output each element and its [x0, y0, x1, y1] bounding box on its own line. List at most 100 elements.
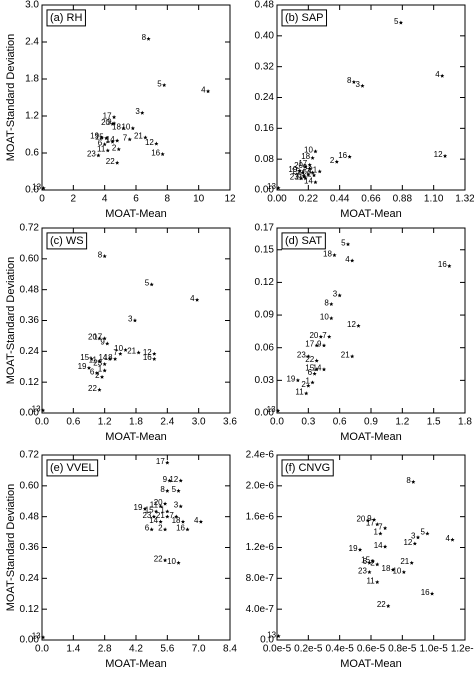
x-tick-label: 0.6e-5 — [357, 644, 386, 655]
point-label: 16 — [151, 148, 160, 157]
point-label: 12 — [143, 348, 152, 357]
point — [116, 147, 121, 152]
point-label: 20 — [309, 331, 318, 340]
point — [350, 354, 355, 359]
x-tick-label: 1.2 — [395, 417, 409, 428]
point — [160, 152, 165, 157]
point-label: 13 — [267, 630, 276, 639]
point — [143, 135, 148, 140]
point — [130, 126, 135, 131]
panel-title: (d) SAT — [285, 235, 322, 247]
point — [367, 560, 372, 565]
panel-title: (b) SAP — [285, 12, 324, 24]
point — [375, 579, 380, 584]
panel: 0.0e-5 0.2e-5 0.4e-5 0.6e-5 0.8e-5 1.0e-5 1.2e… — [246, 450, 474, 670]
point — [176, 488, 181, 493]
point — [450, 537, 455, 542]
point — [185, 527, 190, 532]
y-tick-label: 8.0e-7 — [246, 573, 275, 584]
point-label: 11 — [89, 356, 98, 365]
point — [398, 20, 403, 25]
point-label: 13 — [32, 405, 41, 414]
point — [314, 358, 319, 363]
point-label: 7 — [123, 134, 128, 143]
point — [102, 142, 107, 147]
x-tick-label: 3.6 — [223, 417, 237, 428]
point — [163, 558, 168, 563]
point — [365, 518, 370, 523]
x-tick-label: 1.4 — [66, 644, 80, 655]
point-label: 15 — [305, 364, 314, 373]
point — [174, 514, 179, 519]
x-tick-label: 2 — [71, 194, 77, 205]
point — [313, 180, 318, 185]
point — [375, 562, 380, 567]
x-tick-label: 1.2 — [98, 417, 112, 428]
point-label: 10 — [114, 344, 123, 353]
point-label: 3 — [356, 80, 361, 89]
point-label: 16 — [338, 151, 347, 160]
point-label: 17 — [298, 159, 307, 168]
point — [318, 334, 323, 339]
x-tick-label: 12 — [224, 194, 236, 205]
point — [178, 478, 183, 483]
x-tick-label: 4 — [102, 194, 108, 205]
point — [312, 371, 317, 376]
point — [163, 501, 168, 506]
point — [102, 361, 107, 366]
point — [307, 166, 312, 171]
point — [303, 164, 308, 169]
point-label: 9 — [100, 338, 105, 347]
point — [111, 115, 117, 120]
point — [317, 169, 322, 174]
point-label: 8 — [98, 250, 103, 259]
point-label: 22 — [154, 554, 163, 563]
point — [306, 172, 311, 177]
title-box — [281, 9, 328, 27]
point — [176, 560, 181, 565]
x-tick-label: 0.0 — [35, 644, 49, 655]
point-label: 14 — [313, 364, 322, 373]
y-tick-label: 0.24 — [20, 346, 40, 357]
x-axis-label: MOAT-Mean — [340, 208, 402, 220]
point-label: 15 — [361, 555, 370, 564]
point — [372, 517, 377, 522]
y-tick-label: 0.15 — [255, 244, 275, 255]
point-label: 20 — [356, 515, 365, 524]
x-tick-label: 1.10 — [424, 194, 444, 205]
point-label: 12 — [403, 538, 412, 547]
panel: 0.0 0.3 0.6 0.9 1.2 1.5 1.8 0.00 0.03 0.06 0.09 0.1… — [255, 223, 473, 443]
point — [345, 242, 351, 247]
title-box — [46, 9, 86, 27]
point-label: 15 — [80, 353, 89, 362]
point-label: 23 — [297, 351, 306, 360]
point — [127, 137, 132, 142]
point-label: 19 — [78, 362, 87, 371]
point-label: 9 — [107, 118, 112, 127]
point — [180, 519, 186, 524]
point — [146, 36, 151, 41]
x-tick-label: 6 — [133, 194, 139, 205]
point-label: 8 — [324, 298, 329, 307]
point — [154, 509, 159, 514]
y-tick-label: 0.12 — [20, 377, 40, 388]
x-tick-label: 1.2e-5 — [451, 644, 474, 655]
point — [205, 89, 211, 94]
point-label: 23 — [290, 173, 299, 182]
x-tick-label: 0.22 — [299, 194, 319, 205]
x-axis-label: MOAT-Mean — [105, 208, 167, 220]
point-label: 13 — [32, 182, 41, 191]
y-tick-label: 1.2 — [25, 111, 39, 122]
point-label: 4 — [345, 255, 350, 264]
point — [332, 253, 337, 257]
y-tick-label: 0.6 — [25, 148, 39, 159]
point-label: 17 — [156, 457, 165, 466]
point-label: 19 — [286, 374, 295, 383]
x-axis-label: MOAT-Mean — [340, 658, 402, 670]
point-label: 5 — [341, 238, 346, 247]
point — [167, 478, 172, 483]
point-label: 18 — [112, 122, 121, 131]
point-label: 6 — [98, 138, 103, 147]
x-axis-label: MOAT-Mean — [340, 431, 402, 443]
point-label: 16 — [421, 588, 430, 597]
